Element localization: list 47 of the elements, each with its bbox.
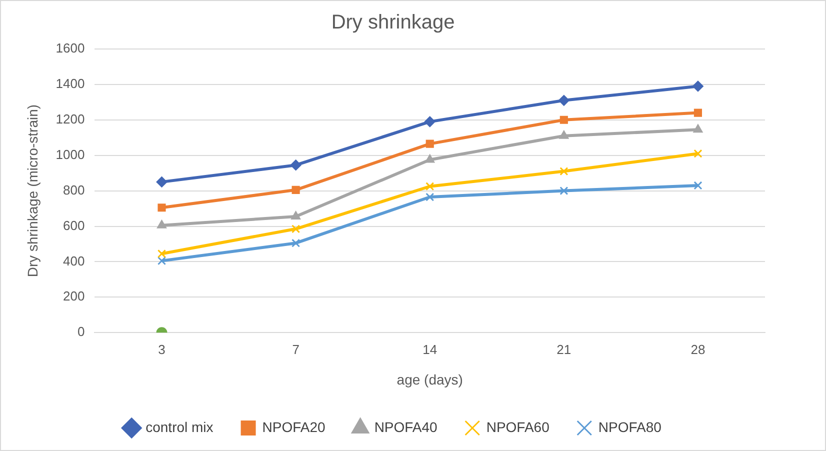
legend-label: NPOFA80 xyxy=(598,418,662,435)
chart-title: Dry shrinkage xyxy=(331,12,455,34)
y-tick-label: 1400 xyxy=(56,76,85,92)
point xyxy=(426,140,434,148)
point xyxy=(157,256,166,266)
y-tick-label: 1200 xyxy=(56,111,85,126)
x-tick-label: 28 xyxy=(690,342,706,357)
point xyxy=(157,249,166,258)
point xyxy=(694,181,702,190)
x-tick-label: 3 xyxy=(158,342,166,357)
point xyxy=(156,220,167,228)
y-tick-label: 800 xyxy=(63,182,85,198)
point xyxy=(156,176,168,188)
point xyxy=(693,124,703,133)
y-tick-label: 1600 xyxy=(56,40,85,56)
legend-label: NPOFA40 xyxy=(374,418,438,435)
point xyxy=(558,94,570,106)
point xyxy=(158,204,166,212)
point xyxy=(559,130,569,139)
y-tick-label: 200 xyxy=(63,288,85,304)
x-tick-label: 14 xyxy=(422,342,438,357)
legend-label: control mix xyxy=(146,418,214,435)
y-tick-label: 1000 xyxy=(56,146,85,162)
x-tick-label: 21 xyxy=(556,342,572,357)
point xyxy=(694,108,702,117)
y-tick-label: 0 xyxy=(77,324,85,340)
point xyxy=(560,186,568,196)
legend-label: NPOFA20 xyxy=(262,418,326,435)
point xyxy=(292,186,300,194)
point xyxy=(694,149,702,158)
point xyxy=(424,116,436,128)
x-tick-label: 7 xyxy=(292,342,300,357)
point xyxy=(426,182,434,191)
point xyxy=(425,154,435,163)
point xyxy=(426,192,434,202)
y-tick-label: 400 xyxy=(63,253,85,268)
legend-label: NPOFA60 xyxy=(486,418,550,435)
point xyxy=(692,80,704,92)
point xyxy=(292,238,300,248)
y-axis-title: Dry shrinkage (micro-strain) xyxy=(24,104,40,278)
point xyxy=(560,167,568,176)
x-axis-title: age (days) xyxy=(396,371,463,388)
point xyxy=(290,211,301,220)
point xyxy=(292,224,300,234)
point xyxy=(290,160,302,171)
point xyxy=(560,116,568,124)
y-tick-label: 600 xyxy=(63,218,85,233)
